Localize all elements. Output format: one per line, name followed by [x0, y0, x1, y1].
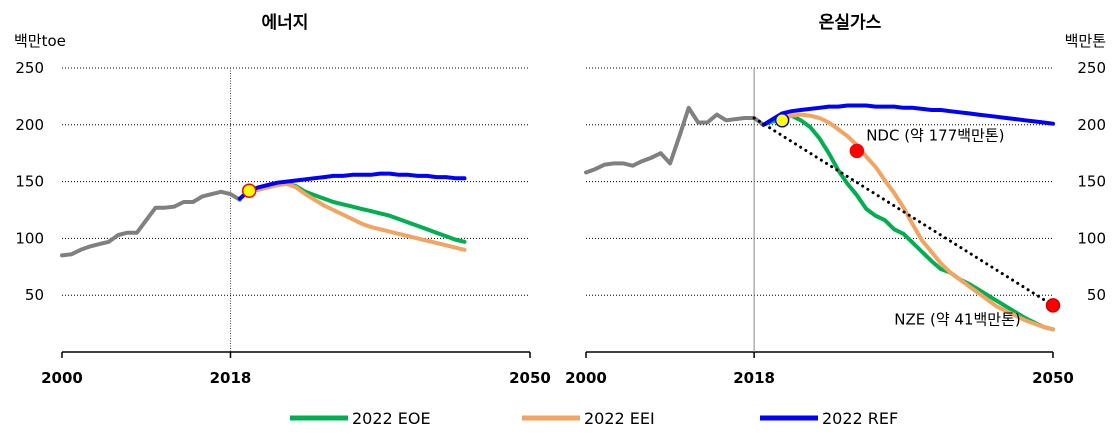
- panel-2-series-2022-eei: [780, 112, 1055, 332]
- panel-2-xtick-2000: 2000: [565, 369, 607, 387]
- panel-2-ytick-150: 150: [1077, 173, 1106, 191]
- panel-2-xtick-2018: 2018: [733, 369, 775, 387]
- panel-1-series-2022-eoe: [237, 181, 467, 244]
- panel-2-annotation-1: NDC (약 177백만톤): [866, 127, 1004, 145]
- panel-2-annotation-2: NZE (약 41백만톤): [894, 311, 1021, 329]
- panel-2-series-2022-eoe: [761, 113, 1055, 332]
- panel-1-ytick-100: 100: [15, 229, 44, 247]
- panel-1-xtick-2050: 2050: [509, 369, 551, 387]
- panel-2-marker-3: [1045, 298, 1061, 313]
- panel-1-ylabel: 백만toe: [14, 32, 66, 50]
- panel-2-marker-2: [849, 143, 865, 159]
- panel-2-series-2022-ref: [761, 103, 1055, 127]
- panel-1-ytick-250: 250: [15, 59, 44, 77]
- panel-1-marker-1: [241, 183, 257, 198]
- legend-label-1: 2022 EOE: [352, 409, 431, 428]
- panel-2-xtick-2050: 2050: [1032, 369, 1074, 387]
- panel-2-title: 온실가스: [819, 13, 882, 33]
- panel-1-ytick-50: 50: [25, 286, 44, 304]
- panel-2-marker-1: [774, 113, 790, 128]
- legend-label-2: 2022 EEI: [584, 409, 655, 428]
- legend-label-3: 2022 REF: [822, 409, 898, 428]
- panel-1-series-history: [60, 189, 242, 258]
- panel-1-title: 에너지: [262, 13, 309, 33]
- panel-2-ytick-250: 250: [1077, 59, 1106, 77]
- panel-1-series-2022-ref: [237, 171, 467, 201]
- panel-2-ylabel: 백만톤: [1065, 32, 1106, 50]
- panel-1-xtick-2018: 2018: [210, 369, 252, 387]
- panel-2-ytick-100: 100: [1077, 229, 1106, 247]
- panel-1-xtick-2000: 2000: [41, 369, 83, 387]
- panel-2-series-path: [752, 116, 1055, 307]
- panel-1-series-2022-eei: [247, 181, 467, 252]
- panel-1-ytick-200: 200: [15, 116, 44, 134]
- panel-2-series-history: [584, 105, 766, 175]
- panel-2-ytick-50: 50: [1087, 286, 1106, 304]
- panel-1-ytick-150: 150: [15, 173, 44, 191]
- panel-2-ytick-200: 200: [1077, 116, 1106, 134]
